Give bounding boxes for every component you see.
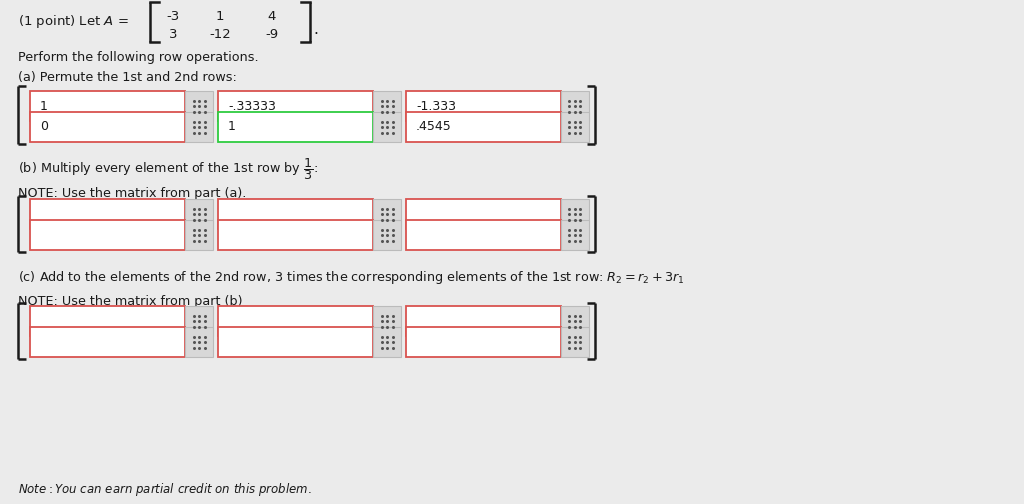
FancyBboxPatch shape [561, 112, 589, 142]
FancyBboxPatch shape [373, 112, 401, 142]
Text: 3: 3 [169, 28, 177, 40]
Text: -1.333: -1.333 [416, 99, 456, 112]
FancyBboxPatch shape [185, 199, 213, 229]
Text: NOTE: Use the matrix from part (a).: NOTE: Use the matrix from part (a). [18, 187, 247, 201]
FancyBboxPatch shape [30, 306, 185, 336]
Text: -9: -9 [265, 28, 279, 40]
Text: NOTE: Use the matrix from part (b): NOTE: Use the matrix from part (b) [18, 294, 243, 307]
FancyBboxPatch shape [218, 220, 373, 250]
FancyBboxPatch shape [561, 199, 589, 229]
FancyBboxPatch shape [406, 220, 561, 250]
FancyBboxPatch shape [373, 306, 401, 336]
Text: -12: -12 [209, 28, 230, 40]
Text: (b) Multiply every element of the 1st row by $\dfrac{1}{3}$:: (b) Multiply every element of the 1st ro… [18, 156, 318, 182]
FancyBboxPatch shape [406, 199, 561, 229]
FancyBboxPatch shape [218, 112, 373, 142]
FancyBboxPatch shape [218, 327, 373, 357]
FancyBboxPatch shape [373, 91, 401, 121]
Text: 4: 4 [268, 10, 276, 23]
Text: (1 point) Let $A$ =: (1 point) Let $A$ = [18, 14, 130, 31]
FancyBboxPatch shape [406, 306, 561, 336]
FancyBboxPatch shape [185, 327, 213, 357]
Text: .: . [313, 22, 317, 36]
FancyBboxPatch shape [406, 91, 561, 121]
FancyBboxPatch shape [561, 220, 589, 250]
FancyBboxPatch shape [30, 327, 185, 357]
Text: 1: 1 [216, 10, 224, 23]
Text: (a) Permute the 1st and 2nd rows:: (a) Permute the 1st and 2nd rows: [18, 71, 237, 84]
Text: .4545: .4545 [416, 120, 452, 134]
Text: Perform the following row operations.: Perform the following row operations. [18, 50, 259, 64]
FancyBboxPatch shape [30, 91, 185, 121]
FancyBboxPatch shape [373, 220, 401, 250]
FancyBboxPatch shape [30, 112, 185, 142]
FancyBboxPatch shape [561, 327, 589, 357]
Text: -3: -3 [166, 10, 179, 23]
FancyBboxPatch shape [30, 220, 185, 250]
FancyBboxPatch shape [185, 220, 213, 250]
FancyBboxPatch shape [218, 91, 373, 121]
FancyBboxPatch shape [30, 199, 185, 229]
Text: 1: 1 [228, 120, 236, 134]
FancyBboxPatch shape [561, 91, 589, 121]
Text: (c) Add to the elements of the 2nd row, 3 times the corresponding elements of th: (c) Add to the elements of the 2nd row, … [18, 269, 684, 285]
FancyBboxPatch shape [185, 112, 213, 142]
FancyBboxPatch shape [185, 91, 213, 121]
Text: $\mathit{Note}$$\mathit{: You\ can\ earn\ partial\ credit\ on\ this\ problem.}$: $\mathit{Note}$$\mathit{: You\ can\ earn… [18, 481, 312, 498]
FancyBboxPatch shape [218, 199, 373, 229]
FancyBboxPatch shape [218, 306, 373, 336]
Text: -.33333: -.33333 [228, 99, 275, 112]
Text: 1: 1 [40, 99, 48, 112]
FancyBboxPatch shape [373, 327, 401, 357]
FancyBboxPatch shape [561, 306, 589, 336]
Text: 0: 0 [40, 120, 48, 134]
FancyBboxPatch shape [373, 199, 401, 229]
FancyBboxPatch shape [406, 112, 561, 142]
FancyBboxPatch shape [406, 327, 561, 357]
FancyBboxPatch shape [185, 306, 213, 336]
